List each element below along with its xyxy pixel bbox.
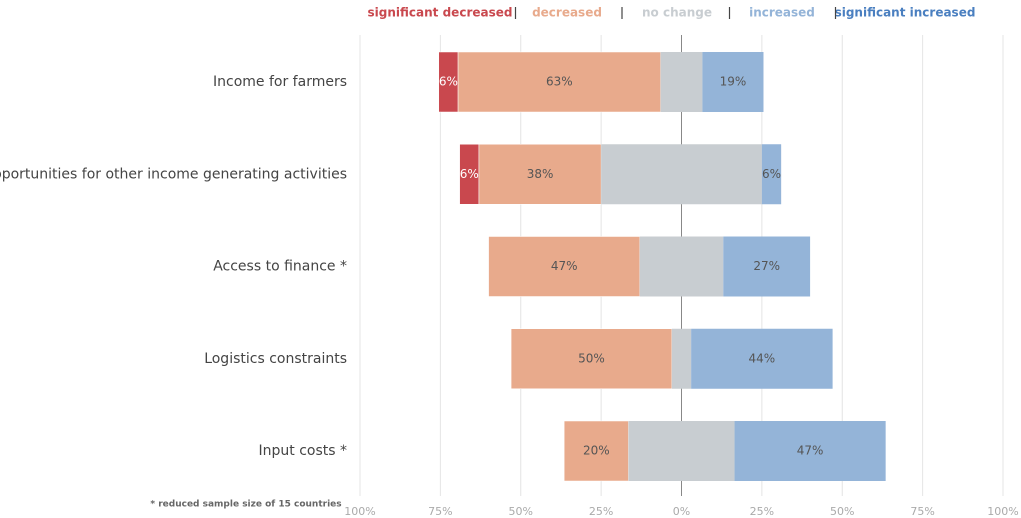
- category-label: Input costs *: [259, 443, 348, 459]
- x-tick-label: 75%: [428, 505, 452, 518]
- data-label: 63%: [546, 75, 573, 89]
- data-label: 6%: [762, 167, 781, 181]
- data-label: 47%: [551, 259, 578, 273]
- data-label: 47%: [797, 444, 824, 458]
- bar-segment: [510, 328, 673, 389]
- data-label: 38%: [527, 167, 554, 181]
- bar-segment: [563, 420, 629, 482]
- bar-segment: [457, 51, 661, 113]
- legend-entry: no change: [642, 6, 712, 20]
- legend-entry: significant increased: [835, 6, 976, 20]
- bar-segment: [660, 52, 703, 112]
- bar-segment: [702, 52, 764, 112]
- x-tick-label: 25%: [589, 505, 613, 518]
- bar-segment: [488, 236, 640, 297]
- category-label: Income for farmers: [213, 74, 347, 90]
- bar-segment: [761, 144, 782, 205]
- legend-entry: decreased: [532, 6, 602, 20]
- legend-entry: significant decreased: [368, 6, 513, 20]
- x-tick-label: 50%: [830, 505, 854, 518]
- bar-segment: [691, 328, 833, 389]
- bar-segment: [628, 421, 735, 481]
- bar-segment: [723, 236, 811, 297]
- data-label: 6%: [439, 75, 458, 89]
- footnote: * reduced sample size of 15 countries: [150, 500, 341, 510]
- x-tick-label: 50%: [509, 505, 533, 518]
- bar-segment: [478, 144, 602, 205]
- bar-segment: [601, 144, 762, 205]
- bar-segment: [639, 236, 724, 297]
- x-tick-label: 25%: [750, 505, 774, 518]
- x-tick-label: 100%: [987, 505, 1018, 518]
- data-label: 20%: [583, 444, 610, 458]
- data-label: 27%: [753, 259, 780, 273]
- category-label: Logistics constraints: [204, 351, 347, 367]
- data-label: 6%: [460, 167, 479, 181]
- data-label: 50%: [578, 351, 605, 365]
- category-label: Opportunities for other income generatin…: [0, 166, 347, 182]
- bar-segment: [734, 421, 886, 481]
- legend-entry: increased: [749, 6, 815, 20]
- data-label: 44%: [749, 351, 776, 365]
- x-tick-label: 75%: [910, 505, 934, 518]
- category-label: Access to finance *: [213, 259, 347, 275]
- data-label: 19%: [720, 75, 747, 89]
- x-tick-label: 0%: [673, 505, 690, 518]
- x-tick-label: 100%: [344, 505, 375, 518]
- bar-segment: [671, 328, 692, 389]
